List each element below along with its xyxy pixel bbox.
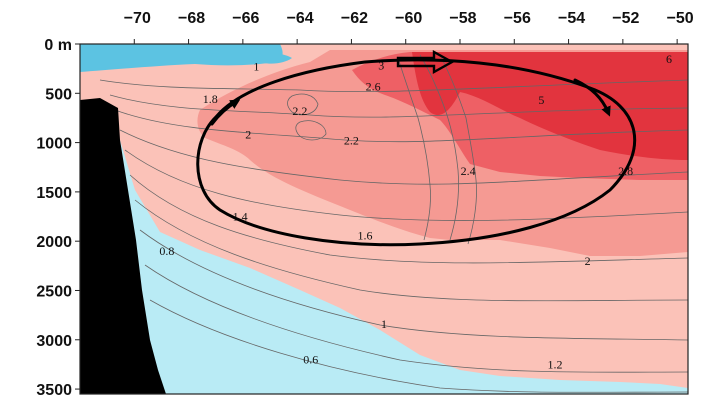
contour-label: 2.4 xyxy=(461,164,476,178)
contour-label: 1 xyxy=(253,60,259,74)
contour-label: 1 xyxy=(381,317,387,331)
circulation-arrows xyxy=(196,49,637,247)
cold-blue-surface-water xyxy=(80,44,283,72)
x-tick-label: −66 xyxy=(232,10,259,27)
deep-red-water xyxy=(412,52,688,160)
loop-arrow-right xyxy=(573,78,611,117)
cold-blue-pocket xyxy=(255,53,292,64)
contour-label: 6 xyxy=(666,52,672,66)
contour-line xyxy=(397,57,431,241)
contour-line xyxy=(134,199,688,302)
y-tick-label: 2000 xyxy=(36,234,72,251)
x-tick-label: −62 xyxy=(341,10,368,27)
x-tick-label: −60 xyxy=(395,10,422,27)
contour-label: 2.2 xyxy=(292,104,307,118)
loop-arrow-left xyxy=(210,99,241,126)
contour-line xyxy=(149,299,688,393)
x-tick-label: −50 xyxy=(667,10,694,27)
circulation-loop xyxy=(196,58,637,247)
surface-flow-arrow xyxy=(396,49,455,75)
contour-label: 2.6 xyxy=(366,79,381,93)
plot-area xyxy=(80,44,688,394)
contour-line xyxy=(287,93,319,116)
contour-line xyxy=(295,120,327,141)
y-tick-label: 500 xyxy=(45,86,72,103)
y-tick-label: 3000 xyxy=(36,333,72,350)
contour-label: 3 xyxy=(378,59,384,73)
x-tick-label: −58 xyxy=(449,10,476,27)
x-tick-label: −70 xyxy=(124,10,151,27)
contour-lines xyxy=(99,54,688,393)
contour-line xyxy=(114,109,688,143)
contour-line xyxy=(129,174,688,264)
contour-line xyxy=(124,149,688,221)
plot-frame xyxy=(79,43,689,395)
contour-label: 1.2 xyxy=(548,357,563,371)
x-tick-label: −52 xyxy=(612,10,639,27)
contour-label: 0.8 xyxy=(159,244,174,258)
x-tick-label: −68 xyxy=(178,10,205,27)
contour-line xyxy=(119,129,688,185)
x-tick-label: −64 xyxy=(287,10,314,27)
contour-label: 5 xyxy=(538,93,544,107)
contour-line xyxy=(139,229,688,341)
contour-line xyxy=(439,54,477,245)
x-tick-label: −54 xyxy=(558,10,585,27)
contour-line xyxy=(144,264,688,373)
y-tick-label: 2500 xyxy=(36,283,72,300)
contour-label: 1.8 xyxy=(203,92,218,106)
y-tick-label: 1500 xyxy=(36,185,72,202)
x-tick-label: −56 xyxy=(504,10,531,27)
contour-line xyxy=(109,94,688,118)
y-tick-label: 3500 xyxy=(36,382,72,399)
y-tick-label: 0 m xyxy=(44,37,72,54)
contour-label: 2.2 xyxy=(344,134,359,148)
y-axis: 0 m 500 1000 1500 2000 2500 3000 3500 xyxy=(36,37,80,399)
continental-slope xyxy=(80,98,166,394)
contour-label: 2 xyxy=(585,254,591,268)
y-tick-label: 1000 xyxy=(36,136,72,153)
contour-label: 0.6 xyxy=(303,352,318,366)
contour-label: 2 xyxy=(245,128,251,142)
contour-label: 1.6 xyxy=(358,228,373,242)
x-axis: −70 −68 −66 −64 −62 −60 −58 −56 −54 −52 −50 xyxy=(124,10,694,44)
contour-line xyxy=(419,54,459,241)
contour-line xyxy=(99,79,688,93)
